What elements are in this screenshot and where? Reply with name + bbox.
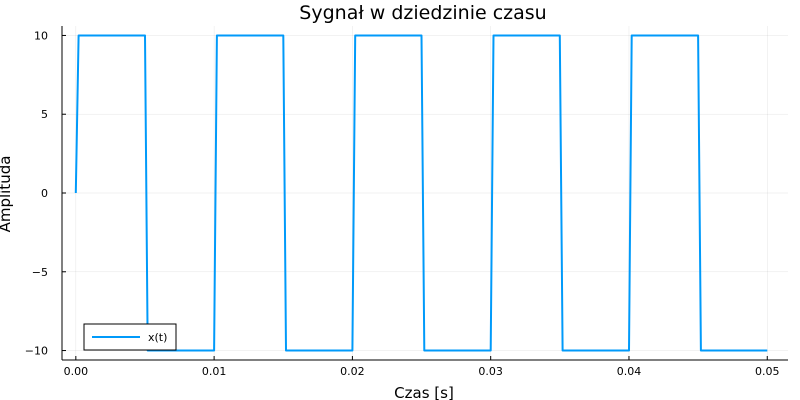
y-axis-title: Amplituda [0, 156, 14, 233]
y-tick-label: −5 [32, 266, 48, 279]
x-tick-label: 0.05 [755, 365, 780, 378]
x-tick-label: 0.02 [340, 365, 365, 378]
x-tick-label: 0.03 [478, 365, 503, 378]
x-tick-label: 0.04 [617, 365, 642, 378]
y-tick-label: 0 [41, 187, 48, 200]
legend: x(t) [83, 323, 177, 351]
y-tick-label: 5 [41, 108, 48, 121]
axes [61, 26, 788, 361]
x-tick-label: 0.01 [202, 365, 227, 378]
x-tick-label: 0.00 [64, 365, 89, 378]
chart-title: Sygnał w dziedzinie czasu [299, 2, 546, 24]
y-tick-label: 10 [34, 29, 48, 42]
y-tick-label: −10 [25, 345, 48, 358]
legend-label-x-t: x(t) [148, 331, 167, 344]
tick-labels: 0.00 0.01 0.02 0.03 0.04 0.05 10 5 0 −5 −10 [25, 29, 780, 378]
x-axis-title: Czas [s] [394, 384, 454, 400]
